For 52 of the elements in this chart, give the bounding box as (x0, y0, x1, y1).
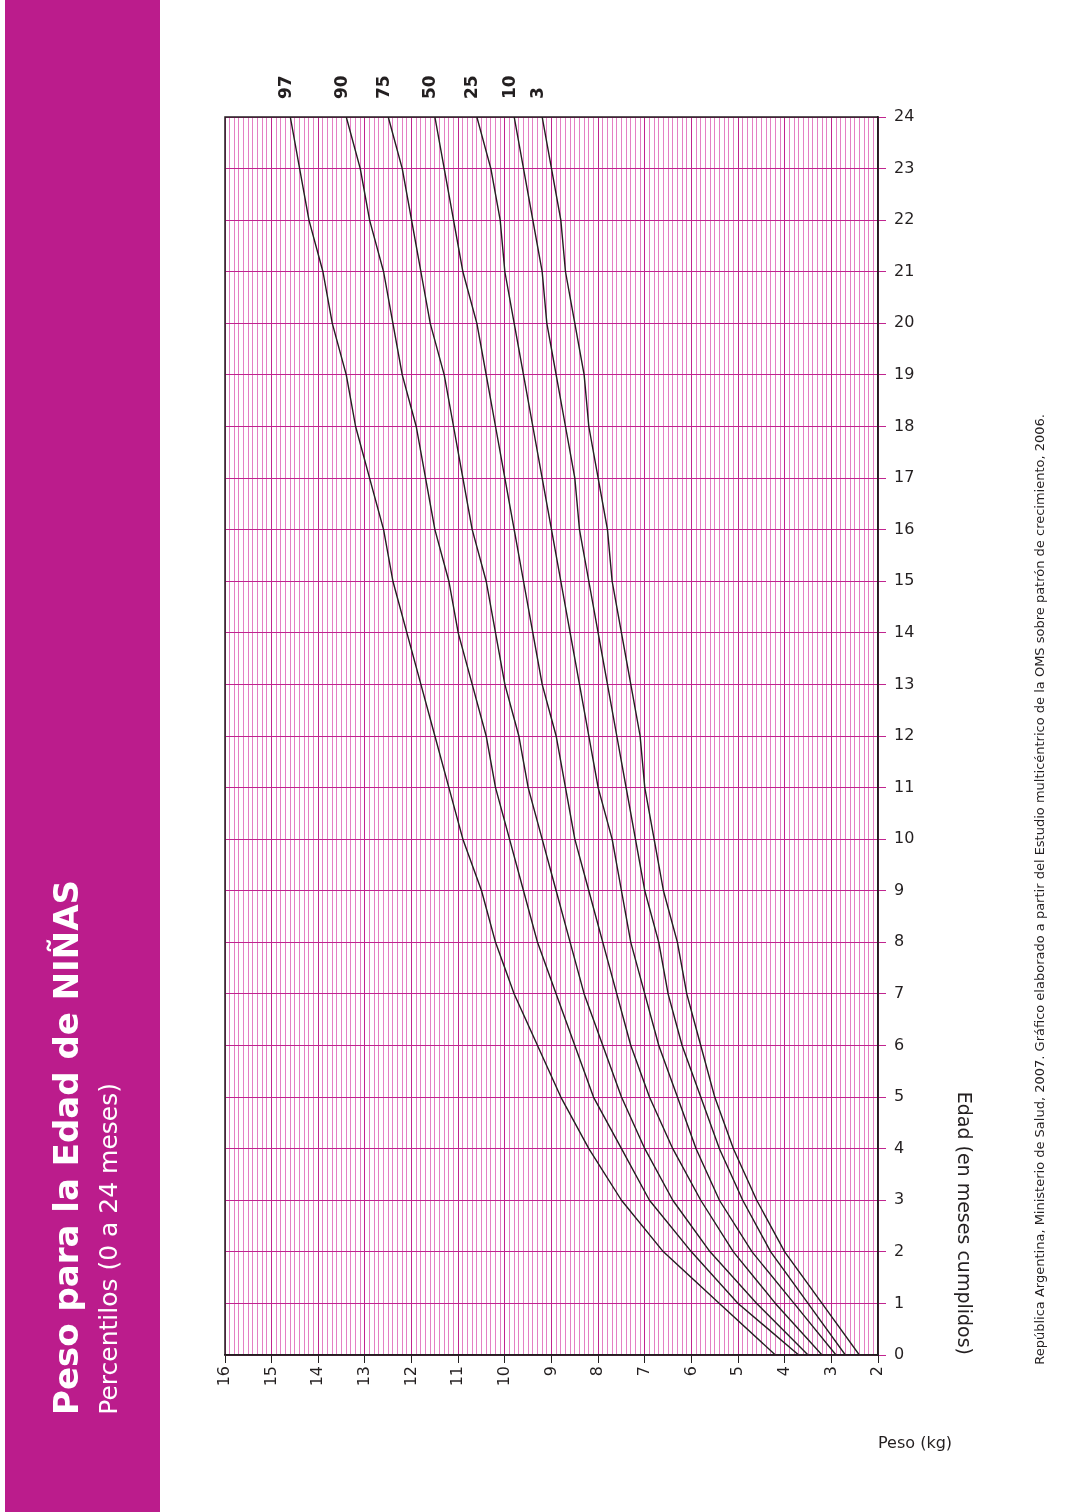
y-tick-label: 21 (894, 260, 915, 280)
y-tick-label: 13 (894, 673, 915, 693)
text: 3 (526, 87, 547, 99)
y-tick-label: 6 (894, 1034, 905, 1054)
text: 25 (461, 75, 482, 99)
y-tick-label: 14 (894, 621, 915, 641)
y-tick-label: 10 (894, 828, 915, 848)
y-tick-label: 0 (894, 1344, 905, 1364)
x-tick-label: 4 (773, 1366, 793, 1377)
y-tick-label: 11 (894, 776, 915, 796)
text: 90 (330, 75, 351, 99)
y-tick-label: 18 (894, 415, 915, 435)
x-tick-label: 13 (354, 1366, 374, 1387)
text: 97 (274, 75, 295, 99)
y-axis-title: Edad (en meses cumplidos) (953, 1091, 976, 1355)
y-tick-label: 1 (894, 1292, 905, 1312)
x-tick-label: 14 (307, 1366, 327, 1387)
y-tick-label: 8 (894, 931, 905, 951)
text: 50 (419, 75, 440, 99)
x-tick-label: 7 (633, 1366, 653, 1377)
y-tick-label: 9 (894, 879, 905, 899)
text: Peso para la Edad de NIÑAS (46, 880, 86, 1415)
y-tick-label: 3 (894, 1189, 905, 1209)
y-tick-label: 23 (894, 157, 915, 177)
y-tick-label: 17 (894, 467, 915, 487)
text: Percentilos (0 a 24 meses) (94, 1083, 123, 1415)
text: 75 (372, 75, 393, 99)
x-tick-label: 2 (867, 1366, 887, 1377)
x-tick-label: 6 (680, 1366, 700, 1377)
x-axis-title: Peso (kg) (878, 1432, 953, 1452)
x-tick-label: 12 (400, 1366, 420, 1387)
y-tick-label: 24 (894, 106, 915, 126)
y-tick-label: 4 (894, 1137, 905, 1157)
x-tick-label: 5 (727, 1366, 747, 1377)
y-tick-label: 12 (894, 725, 915, 745)
x-tick-label: 11 (447, 1366, 467, 1387)
x-tick-label: 9 (540, 1366, 560, 1377)
x-tick-label: 10 (494, 1366, 514, 1387)
x-tick-label: 15 (260, 1366, 280, 1387)
y-tick-label: 2 (894, 1240, 905, 1260)
y-tick-label: 22 (894, 209, 915, 229)
text: República Argentina, Ministerio de Salud, 2007. Gráfico elaborado a partir del Estudio multicéntrico de la OMS sobre patrón de crecimiento, 2006. (1032, 414, 1047, 1365)
x-tick-label: 3 (820, 1366, 840, 1377)
y-tick-label: 5 (894, 1086, 905, 1106)
y-tick-label: 16 (894, 518, 915, 538)
y-tick-label: 7 (894, 983, 905, 1003)
x-tick-label: 16 (214, 1366, 234, 1387)
y-tick-label: 19 (894, 364, 915, 384)
x-tick-label: 8 (587, 1366, 607, 1377)
y-tick-label: 20 (894, 312, 915, 332)
text: 10 (498, 75, 519, 99)
y-tick-label: 15 (894, 570, 915, 590)
